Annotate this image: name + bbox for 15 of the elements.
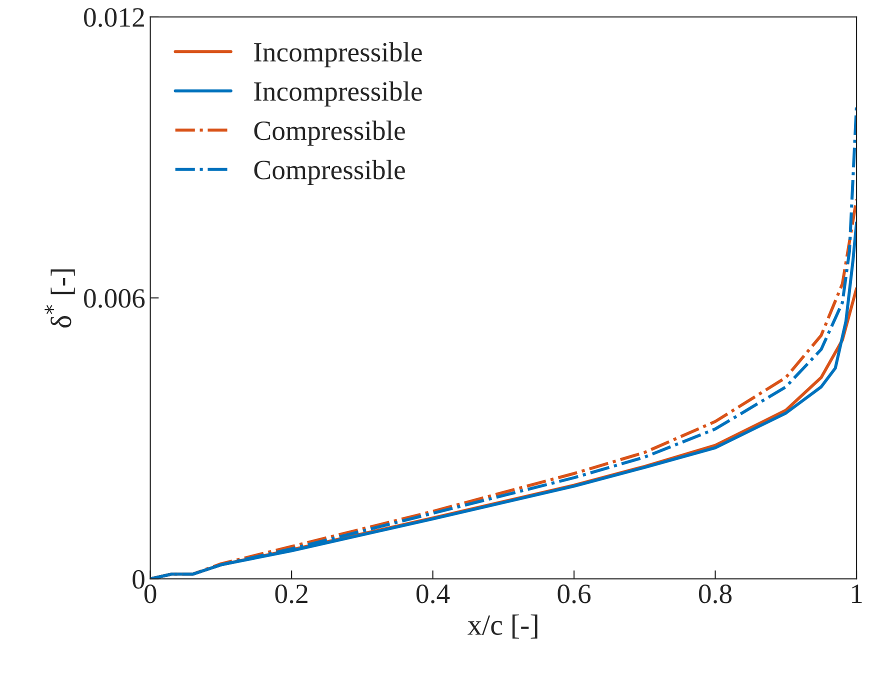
x-tick-label: 0 — [144, 584, 156, 604]
x-tick-label: 0.2 — [275, 584, 308, 604]
x-tick-label: 0.4 — [416, 584, 450, 604]
y-tick-label: 0.012 — [84, 8, 144, 27]
x-tick-label: 0.8 — [698, 584, 732, 604]
x-axis-title: x/c [-] — [468, 614, 538, 639]
legend-label: Incompressible — [254, 81, 422, 107]
x-tick-label: 1 — [852, 584, 862, 603]
y-tick-label: 0 — [132, 570, 144, 589]
legend-label: Incompressible — [254, 42, 422, 68]
legend-label: Compressible — [254, 120, 405, 146]
y-axis-title: δ$^{*}$ [-] — [44, 269, 75, 328]
legend-label: Compressible — [254, 160, 405, 186]
x-tick-label: 0.6 — [558, 584, 591, 604]
y-tick-label: 0.006 — [84, 289, 145, 308]
